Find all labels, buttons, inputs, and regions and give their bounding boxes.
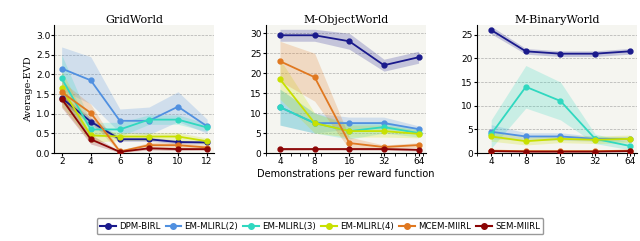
Title: M-ObjectWorld: M-ObjectWorld <box>303 14 388 25</box>
Legend: DPM-BIRL, EM-MLIRL(2), EM-MLIRL(3), EM-MLIRL(4), MCEM-MIIRL, SEM-MIIRL: DPM-BIRL, EM-MLIRL(2), EM-MLIRL(3), EM-M… <box>97 218 543 234</box>
Title: GridWorld: GridWorld <box>106 14 163 25</box>
Y-axis label: Average-EVD: Average-EVD <box>24 56 33 122</box>
Title: M-BinaryWorld: M-BinaryWorld <box>514 14 600 25</box>
X-axis label: Demonstrations per reward function: Demonstrations per reward function <box>257 169 435 179</box>
